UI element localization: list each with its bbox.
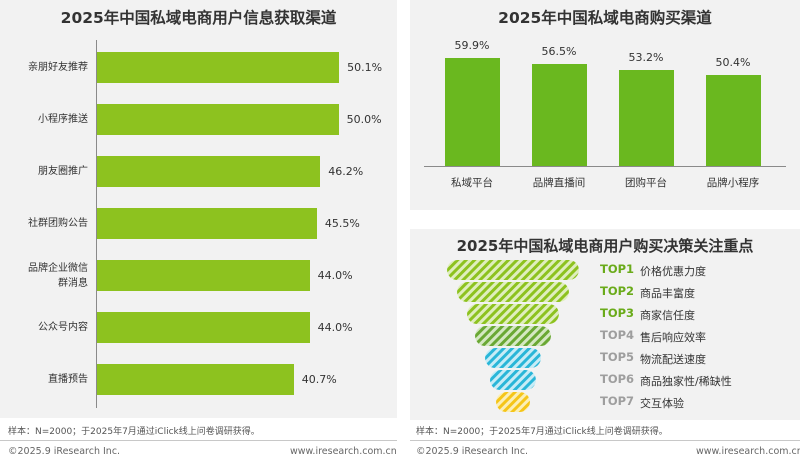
info-channel-y-axis [96, 40, 97, 408]
decision-focus-rank: TOP3 [600, 306, 635, 320]
info-channel-category-label: 公众号内容 [38, 322, 88, 333]
purchase-channel-bar [444, 58, 500, 166]
decision-focus-funnel-bar [496, 392, 530, 412]
footer-url-left[interactable]: www.iresearch.com.cn [290, 446, 397, 457]
purchase-channel-value-label: 59.9% [454, 39, 490, 53]
footer-divider-left [0, 440, 397, 441]
decision-focus-funnel-bar [457, 282, 569, 302]
footer-divider-right [410, 440, 800, 441]
info-channel-category-label: 社群团购公告 [28, 218, 88, 229]
info-channel-value-label: 44.0% [317, 320, 353, 334]
info-channel-bar [97, 260, 310, 291]
decision-focus-funnel-bar [447, 260, 579, 280]
decision-focus-rank: TOP5 [600, 350, 635, 364]
decision-focus-label: 商家信任度 [640, 309, 695, 322]
decision-focus-label: 商品丰富度 [640, 287, 695, 300]
decision-focus-funnel-bar [475, 326, 551, 346]
info-channel-bar [97, 104, 339, 135]
decision-focus-label: 价格优惠力度 [640, 265, 706, 278]
purchase-channel-value-label: 50.4% [715, 56, 751, 70]
purchase-channel-value-label: 56.5% [541, 45, 577, 59]
decision-focus-funnel-bar [467, 304, 559, 324]
decision-focus-rank: TOP4 [600, 328, 635, 342]
info-channel-category-label: 小程序推送 [38, 114, 88, 125]
purchase-channel-bar [618, 70, 674, 166]
info-channel-category-label: 亲朋好友推荐 [28, 62, 88, 73]
decision-focus-funnel-bar [490, 370, 536, 390]
info-channel-chart-title: 2025年中国私域电商用户信息获取渠道 [60, 9, 337, 27]
info-channel-value-label: 45.5% [324, 216, 360, 230]
decision-focus-funnel-bar [485, 348, 541, 368]
decision-focus-panel: 2025年中国私域电商用户购买决策关注重点 TOP1 价格优惠力度 TOP2 商品丰富… [410, 229, 800, 420]
info-channel-value-label: 50.0% [346, 112, 382, 126]
info-channel-value-label: 44.0% [317, 268, 353, 282]
purchase-channel-category-label: 私域平台 [451, 177, 493, 189]
decision-focus-label: 交互体验 [640, 397, 684, 410]
info-channel-chart-panel: 2025年中国私域电商用户信息获取渠道 亲朋好友推荐 50.1% 小程序推送 50.0… [0, 0, 397, 418]
decision-focus-rank: TOP2 [600, 284, 635, 298]
purchase-channel-category-label: 团购平台 [625, 177, 667, 189]
sample-note-right: 样本：N=2000；于2025年7月通过iClick线上问卷调研获得。 [416, 427, 668, 437]
info-channel-bar [97, 364, 294, 395]
purchase-channel-chart-panel: 2025年中国私域电商购买渠道 59.9% 私域平台 56.5% 品牌直播间 53.2%… [410, 0, 800, 210]
footer-copyright-left: ©2025.9 iResearch Inc. [8, 446, 121, 457]
info-channel-value-label: 40.7% [301, 372, 337, 386]
info-channel-category-label: 朋友圈推广 [38, 166, 88, 177]
decision-focus-label: 物流配送速度 [640, 353, 706, 366]
purchase-channel-x-axis [424, 166, 786, 167]
decision-focus-rank: TOP1 [600, 262, 635, 276]
purchase-channel-category-label: 品牌小程序 [706, 177, 760, 189]
info-channel-bar [97, 208, 317, 239]
info-channel-bar [97, 52, 340, 83]
purchase-channel-bar [705, 75, 761, 166]
purchase-channel-bar [531, 64, 587, 166]
info-channel-value-label: 50.1% [347, 60, 383, 74]
decision-focus-title: 2025年中国私域电商用户购买决策关注重点 [456, 237, 754, 255]
purchase-channel-chart-title: 2025年中国私域电商购买渠道 [498, 9, 712, 27]
info-channel-category-label: 品牌企业微信 群消息 [28, 262, 88, 289]
info-channel-category-label: 直播预告 [48, 374, 88, 385]
info-channel-bar [97, 312, 310, 343]
decision-focus-rank: TOP6 [600, 372, 635, 386]
info-channel-bar [97, 156, 321, 187]
purchase-channel-category-label: 品牌直播间 [532, 177, 586, 189]
decision-focus-rank: TOP7 [600, 394, 635, 408]
decision-focus-label: 售后响应效率 [640, 331, 706, 344]
sample-note-left: 样本：N=2000；于2025年7月通过iClick线上问卷调研获得。 [8, 427, 260, 437]
purchase-channel-value-label: 53.2% [628, 51, 664, 65]
info-channel-value-label: 46.2% [328, 164, 364, 178]
footer-url-right[interactable]: www.iresearch.com.cn [696, 446, 800, 457]
footer-copyright-right: ©2025.9 iResearch Inc. [416, 446, 529, 457]
decision-focus-label: 商品独家性/稀缺性 [640, 375, 732, 388]
